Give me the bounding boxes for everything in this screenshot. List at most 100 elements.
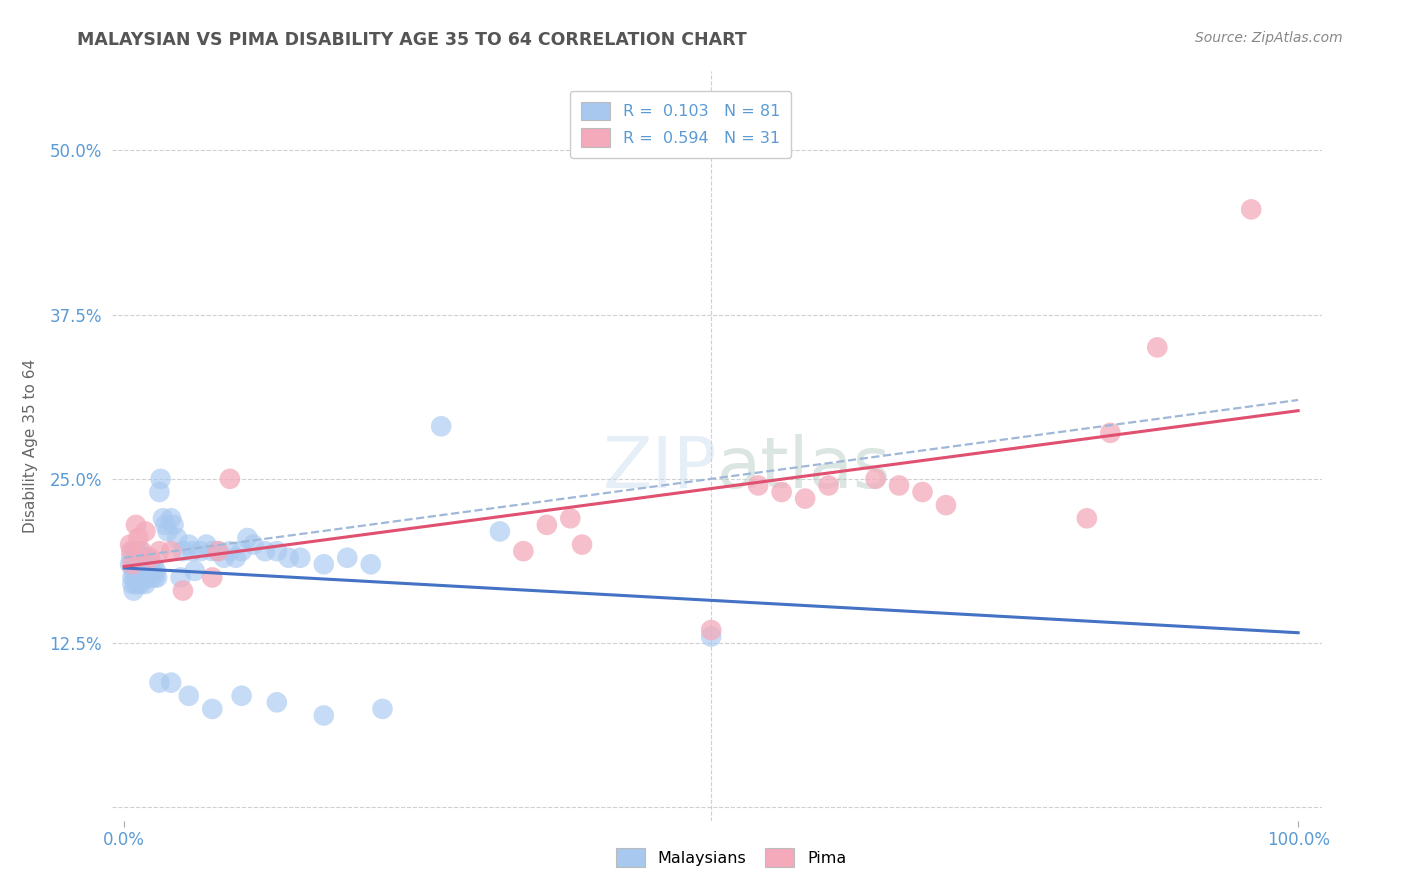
Point xyxy=(127,531,149,545)
Point xyxy=(162,517,184,532)
Point xyxy=(128,544,150,558)
Point xyxy=(201,570,224,584)
Point xyxy=(127,564,149,578)
Point xyxy=(290,550,312,565)
Text: MALAYSIAN VS PIMA DISABILITY AGE 35 TO 64 CORRELATION CHART: MALAYSIAN VS PIMA DISABILITY AGE 35 TO 6… xyxy=(77,31,747,49)
Point xyxy=(125,544,148,558)
Point xyxy=(122,583,145,598)
Point xyxy=(139,558,162,572)
Point xyxy=(1076,511,1098,525)
Point xyxy=(148,485,170,500)
Point xyxy=(160,544,183,558)
Point xyxy=(141,570,163,584)
Point xyxy=(560,511,582,525)
Point xyxy=(266,695,288,709)
Point xyxy=(312,708,335,723)
Point xyxy=(865,472,887,486)
Point xyxy=(120,544,142,558)
Point xyxy=(571,538,593,552)
Point xyxy=(212,550,235,565)
Point xyxy=(190,544,212,558)
Point xyxy=(207,544,229,558)
Point xyxy=(134,524,156,539)
Point xyxy=(121,577,143,591)
Point xyxy=(132,564,155,578)
Point xyxy=(1146,340,1168,354)
Point xyxy=(360,558,382,572)
Point xyxy=(231,544,253,558)
Point xyxy=(794,491,817,506)
Point xyxy=(121,558,143,572)
Point xyxy=(770,485,793,500)
Point xyxy=(371,702,394,716)
Point xyxy=(131,570,153,584)
Point xyxy=(312,558,335,572)
Point xyxy=(135,564,157,578)
Point xyxy=(146,570,169,584)
Point xyxy=(136,570,159,584)
Point xyxy=(935,498,957,512)
Point xyxy=(148,675,170,690)
Point xyxy=(138,564,160,578)
Point xyxy=(218,472,240,486)
Point xyxy=(152,511,174,525)
Point xyxy=(177,538,200,552)
Point xyxy=(700,630,723,644)
Point xyxy=(145,564,167,578)
Point xyxy=(911,485,934,500)
Point xyxy=(134,558,156,572)
Point xyxy=(125,517,148,532)
Point xyxy=(120,558,142,572)
Point xyxy=(172,544,194,558)
Point xyxy=(169,570,191,584)
Point xyxy=(125,577,148,591)
Point xyxy=(155,517,177,532)
Point xyxy=(129,564,152,578)
Point xyxy=(124,558,146,572)
Text: atlas: atlas xyxy=(717,434,891,503)
Point xyxy=(141,564,163,578)
Text: Source: ZipAtlas.com: Source: ZipAtlas.com xyxy=(1195,31,1343,45)
Point xyxy=(134,577,156,591)
Point xyxy=(131,544,153,558)
Point xyxy=(128,570,150,584)
Point xyxy=(122,544,145,558)
Point xyxy=(131,558,153,572)
Point xyxy=(225,550,247,565)
Point xyxy=(166,531,188,545)
Point xyxy=(127,577,149,591)
Point xyxy=(430,419,453,434)
Point xyxy=(266,544,288,558)
Point xyxy=(129,577,152,591)
Point xyxy=(124,570,146,584)
Point xyxy=(121,570,143,584)
Point xyxy=(120,550,142,565)
Point xyxy=(127,558,149,572)
Point xyxy=(887,478,910,492)
Point xyxy=(160,675,183,690)
Point xyxy=(1240,202,1263,217)
Point xyxy=(122,564,145,578)
Point xyxy=(489,524,512,539)
Point xyxy=(134,570,156,584)
Point xyxy=(700,623,723,637)
Y-axis label: Disability Age 35 to 64: Disability Age 35 to 64 xyxy=(24,359,38,533)
Point xyxy=(207,544,229,558)
Point xyxy=(132,550,155,565)
Point xyxy=(242,538,264,552)
Point xyxy=(177,689,200,703)
Point xyxy=(747,478,769,492)
Point xyxy=(336,550,359,565)
Point xyxy=(236,531,259,545)
Point xyxy=(195,538,218,552)
Point xyxy=(183,564,205,578)
Point xyxy=(156,524,179,539)
Point xyxy=(120,538,142,552)
Point xyxy=(277,550,299,565)
Point xyxy=(1099,425,1122,440)
Point xyxy=(201,544,224,558)
Point xyxy=(201,702,224,716)
Point xyxy=(512,544,534,558)
Point xyxy=(231,689,253,703)
Legend: R =  0.103   N = 81, R =  0.594   N = 31: R = 0.103 N = 81, R = 0.594 N = 31 xyxy=(571,91,792,158)
